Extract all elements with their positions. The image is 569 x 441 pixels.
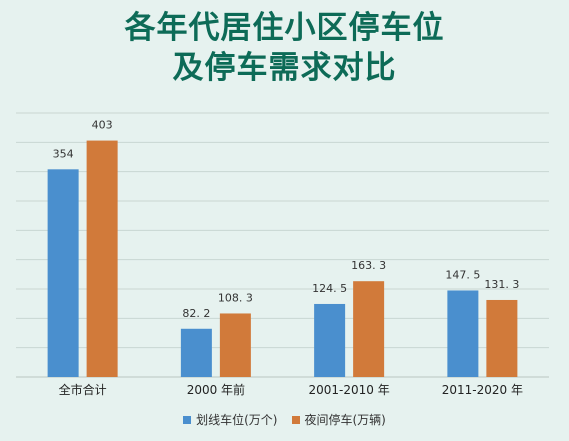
x-tick-label: 2000 年前: [187, 382, 245, 397]
data-label: 163. 3: [351, 259, 386, 272]
data-label: 82. 2: [182, 307, 210, 320]
legend: 划线车位(万个) 夜间停车(万辆): [0, 411, 569, 428]
bar-series-1: [447, 290, 479, 377]
bar-series-2: [486, 299, 518, 377]
data-label: 131. 3: [484, 278, 519, 291]
legend-swatch-series-2: [291, 415, 300, 424]
x-tick-label: 2011-2020 年: [442, 383, 523, 397]
bar-series-2: [86, 140, 118, 377]
data-label: 124. 5: [312, 282, 347, 295]
x-tick-label: 全市合计: [59, 382, 107, 397]
bar-series-1: [314, 303, 346, 377]
legend-swatch-series-1: [183, 415, 192, 424]
data-label: 108. 3: [218, 291, 253, 304]
data-label: 354: [53, 147, 74, 160]
bar-series-2: [219, 313, 251, 377]
bar-series-1: [180, 328, 212, 377]
legend-label-series-2: 夜间停车(万辆): [304, 413, 386, 427]
title-line-1: 各年代居住小区停车位: [124, 10, 445, 46]
legend-item-series-2: 夜间停车(万辆): [291, 411, 386, 428]
bar-series-1: [47, 169, 79, 377]
legend-label-series-1: 划线车位(万个): [196, 413, 278, 427]
legend-item-series-1: 划线车位(万个): [183, 411, 278, 428]
bar-series-2: [353, 281, 385, 377]
chart-title: 各年代居住小区停车位 及停车需求对比: [0, 8, 569, 88]
title-line-2: 及停车需求对比: [172, 50, 397, 86]
data-label: 147. 5: [445, 268, 480, 281]
x-tick-label: 2001-2010 年: [309, 383, 390, 397]
data-label: 403: [92, 119, 113, 132]
